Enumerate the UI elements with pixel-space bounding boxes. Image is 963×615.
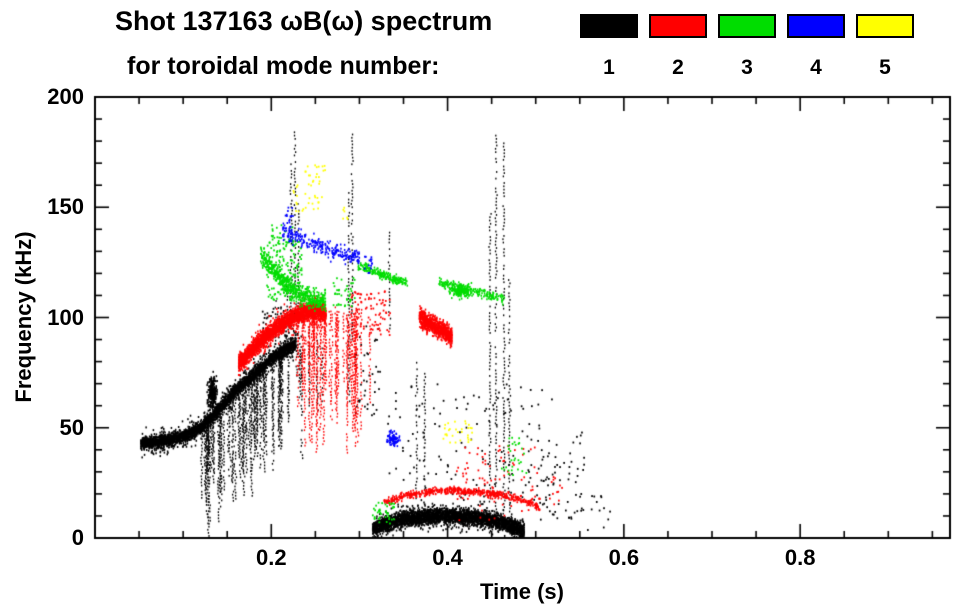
chart-title: Shot 137163 ωB(ω) spectrum: [115, 6, 493, 36]
y-tick-label: 50: [59, 414, 84, 440]
legend-label-n4: 4: [810, 56, 822, 79]
legend-swatch-n2: [649, 14, 707, 38]
y-tick-label: 0: [71, 525, 84, 550]
legend-swatch-n5: [856, 14, 914, 38]
legend-swatch-n1: [580, 14, 638, 38]
legend-swatch-n3: [718, 14, 776, 38]
x-tick-label: 0.8: [784, 545, 816, 570]
x-axis-title: Time (s): [480, 579, 564, 604]
y-tick-label: 150: [47, 194, 84, 220]
y-axis-title: Frequency (kHz): [11, 231, 36, 403]
legend-label-n5: 5: [879, 56, 891, 79]
y-tick-label: 100: [47, 304, 84, 330]
x-tick-label: 0.2: [255, 545, 287, 570]
legend: [580, 14, 914, 38]
legend-label-n1: 1: [603, 56, 615, 79]
y-tick-label: 200: [47, 84, 84, 109]
legend-label-n2: 2: [672, 56, 684, 79]
x-tick-label: 0.6: [608, 545, 640, 570]
legend-swatch-n4: [787, 14, 845, 38]
y-axis-tick-labels: 0 50 100 150 200: [0, 0, 90, 615]
chart-subtitle: for toroidal mode number:: [127, 52, 440, 80]
legend-label-n3: 3: [741, 56, 753, 79]
legend-labels: 1 2 3 4 5: [580, 56, 914, 80]
x-tick-label: 0.4: [432, 545, 463, 570]
